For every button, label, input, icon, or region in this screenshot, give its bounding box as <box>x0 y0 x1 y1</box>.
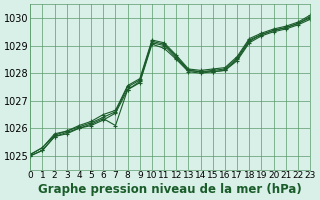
X-axis label: Graphe pression niveau de la mer (hPa): Graphe pression niveau de la mer (hPa) <box>38 183 302 196</box>
